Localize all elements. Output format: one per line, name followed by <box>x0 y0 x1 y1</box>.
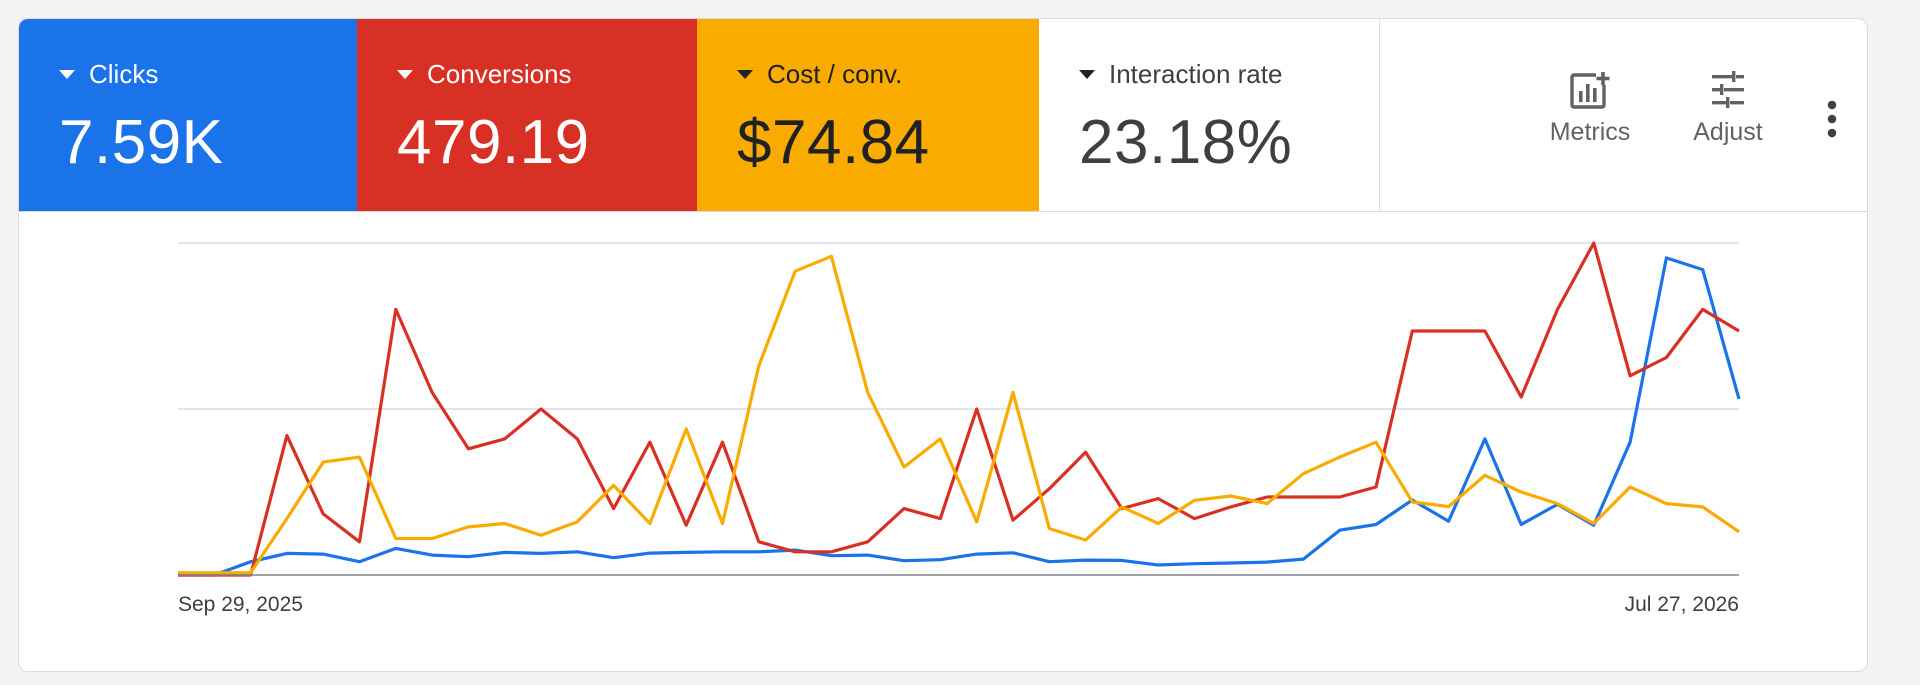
metrics-label: Metrics <box>1549 118 1631 146</box>
performance-chart: Sep 29, 2025 Jul 27, 2026 <box>19 212 1867 671</box>
adjust-label: Adjust <box>1693 118 1763 146</box>
metrics-button[interactable]: Metrics <box>1535 71 1645 147</box>
scorecard-interaction-rate[interactable]: Interaction rate 23.18% <box>1039 19 1380 211</box>
scorecard-value: 479.19 <box>397 108 590 177</box>
scorecard-label: Clicks <box>89 59 159 89</box>
more-vert-icon <box>1827 100 1837 138</box>
line-chart <box>178 241 1741 577</box>
x-axis-end-label: Jul 27, 2026 <box>1624 593 1739 616</box>
adjust-button[interactable]: Adjust <box>1673 71 1783 147</box>
caret-down-icon[interactable] <box>397 69 413 79</box>
scorecard-value: 7.59K <box>59 108 224 177</box>
scorecard-header: Interaction rate <box>1079 59 1282 89</box>
scorecard-conversions[interactable]: Conversions 479.19 <box>357 19 697 211</box>
tune-icon <box>1712 71 1744 108</box>
scorecard-header: Cost / conv. <box>737 59 902 89</box>
scorecard-header: Clicks <box>59 59 158 89</box>
performance-card: Clicks 7.59K Conversions 479.19 Cost / c… <box>18 18 1868 672</box>
caret-down-icon[interactable] <box>1079 69 1095 79</box>
chart-toolbar: Metrics Adjust <box>1380 19 1867 211</box>
series-line-1[interactable] <box>178 241 1740 577</box>
series-line-0[interactable] <box>178 256 1741 577</box>
scorecard-label: Conversions <box>427 59 572 89</box>
scorecard-bar: Clicks 7.59K Conversions 479.19 Cost / c… <box>19 19 1867 212</box>
scorecard-label: Cost / conv. <box>767 59 903 89</box>
caret-down-icon[interactable] <box>59 69 75 79</box>
series-line-2[interactable] <box>178 254 1740 575</box>
scorecard-clicks[interactable]: Clicks 7.59K <box>19 19 357 211</box>
caret-down-icon[interactable] <box>737 69 753 79</box>
x-axis-start-label: Sep 29, 2025 <box>178 593 303 616</box>
scorecard-header: Conversions <box>397 59 572 89</box>
scorecard-label: Interaction rate <box>1109 59 1283 89</box>
chart-add-icon <box>1570 71 1610 109</box>
more-options-button[interactable] <box>1814 97 1850 147</box>
scorecard-value: 23.18% <box>1079 108 1293 177</box>
scorecard-cost-per-conv[interactable]: Cost / conv. $74.84 <box>697 19 1039 211</box>
scorecard-value: $74.84 <box>737 108 930 177</box>
